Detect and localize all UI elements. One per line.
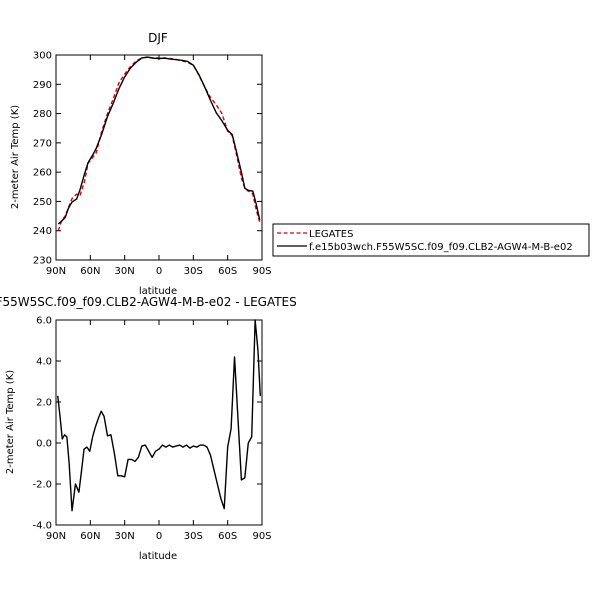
- legend-label-model: f.e15b03wch.F55W5SC.f09_f09.CLB2-AGW4-M-…: [309, 242, 573, 253]
- bottom-y-axis-label: 2-meter Air Temp (K): [5, 370, 16, 474]
- top-plot-frame: [55, 54, 263, 261]
- top-series-line-1: [57, 56, 261, 225]
- bottom-x-tick-label: 90S: [252, 531, 271, 542]
- top-x-tick-label: 90N: [46, 266, 66, 277]
- top-axis-ticks: 230 240 250 260 270 280 290 300 90N 60N 30N 0 30S 60S…: [33, 51, 272, 278]
- top-x-tick-label: 0: [156, 266, 162, 277]
- bottom-y-tick-label: 2.0: [36, 398, 52, 409]
- top-y-tick-label: 250: [33, 197, 52, 208]
- legend-label-legates: LEGATES: [309, 229, 353, 240]
- bottom-plot-frame: [55, 319, 263, 526]
- top-chart-panel: DJF 2-meter Air Temp (K) latitude 230 240…: [10, 31, 272, 297]
- top-series-line-0: [57, 56, 261, 231]
- bottom-series-line-0: [57, 319, 261, 512]
- top-x-tick-label: 30N: [115, 266, 135, 277]
- top-x-tick-label: 60S: [218, 266, 237, 277]
- bottom-y-tick-label: 4.0: [36, 357, 52, 368]
- top-y-tick-label: 290: [33, 80, 52, 91]
- top-x-tick-label: 30S: [184, 266, 203, 277]
- bottom-x-tick-label: 90N: [46, 531, 66, 542]
- bottom-x-axis-label: latitude: [139, 551, 177, 562]
- top-chart-title: DJF: [148, 31, 168, 45]
- bottom-x-tick-label: 0: [156, 531, 162, 542]
- legend-box: [272, 223, 590, 257]
- bottom-chart-title: f.e15b03wch.F55W5SC.f09_f09.CLB2-AGW4-M-…: [0, 295, 297, 309]
- top-y-tick-label: 230: [33, 256, 52, 267]
- bottom-x-tick-label: 30S: [184, 531, 203, 542]
- bottom-y-tick-label: 0.0: [36, 439, 52, 450]
- top-series-lines: [57, 56, 261, 231]
- top-x-tick-label: 60N: [80, 266, 100, 277]
- bottom-x-tick-label: 60S: [218, 531, 237, 542]
- top-y-tick-label: 280: [33, 109, 52, 120]
- bottom-y-tick-label: -2.0: [32, 480, 52, 491]
- top-y-tick-label: 260: [33, 168, 52, 179]
- legend: LEGATES f.e15b03wch.F55W5SC.f09_f09.CLB2…: [272, 223, 590, 257]
- bottom-y-tick-label: 6.0: [36, 316, 52, 327]
- bottom-series-lines: [57, 319, 261, 512]
- top-y-tick-label: 270: [33, 138, 52, 149]
- top-y-tick-label: 240: [33, 226, 52, 237]
- top-y-axis-label: 2-meter Air Temp (K): [10, 105, 21, 209]
- bottom-axis-ticks: -4.0 -2.0 0.0 2.0 4.0 6.0 90N 60N 30N 0 30S 60S 90S: [32, 316, 271, 543]
- top-x-tick-label: 90S: [252, 266, 271, 277]
- bottom-x-tick-label: 30N: [115, 531, 135, 542]
- top-y-tick-label: 300: [33, 51, 52, 62]
- bottom-chart-panel: f.e15b03wch.F55W5SC.f09_f09.CLB2-AGW4-M-…: [0, 295, 297, 562]
- bottom-x-tick-label: 60N: [80, 531, 100, 542]
- top-x-axis-label: latitude: [139, 286, 177, 297]
- bottom-y-tick-label: -4.0: [32, 521, 52, 532]
